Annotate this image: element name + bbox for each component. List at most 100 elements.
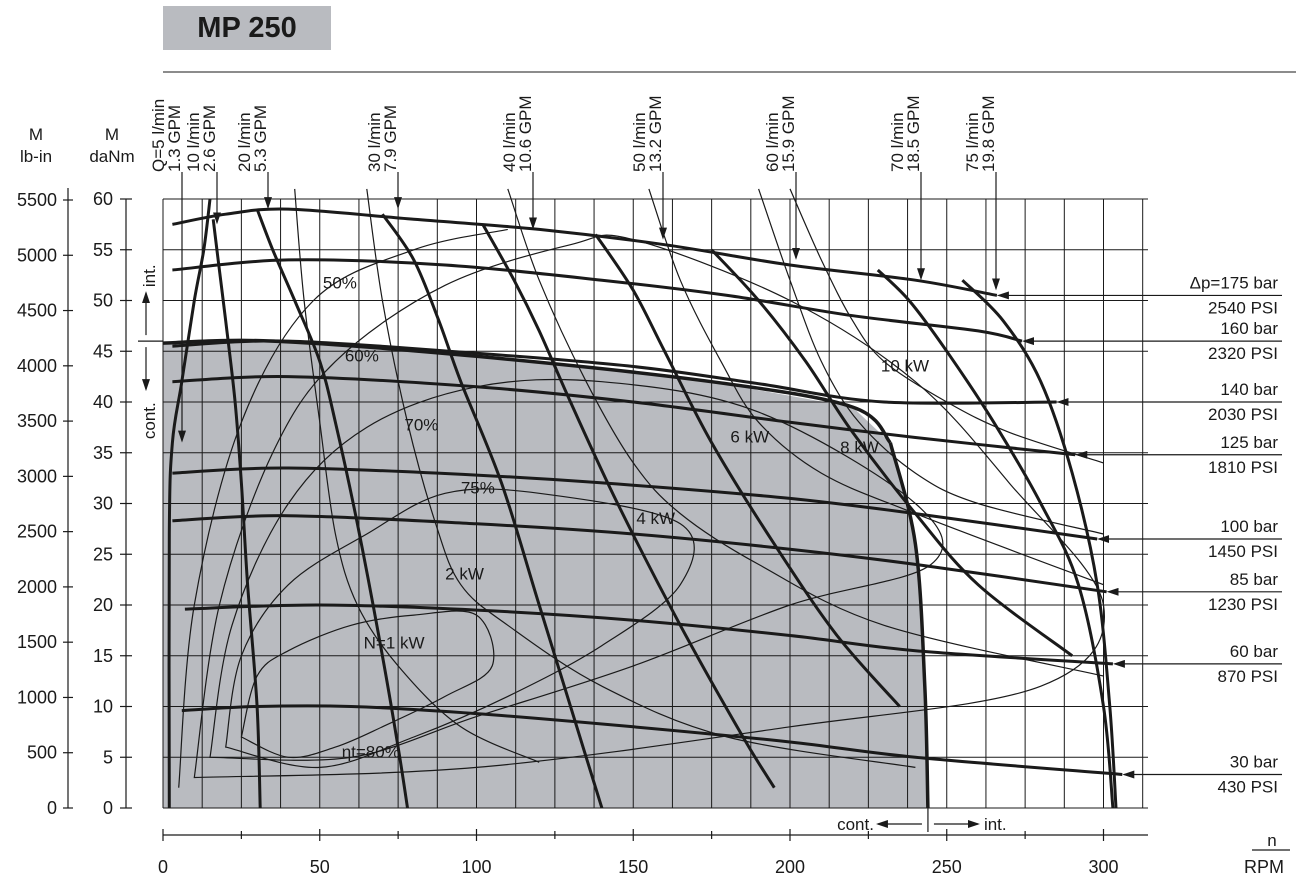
power-curve [507,188,1104,677]
flow-label-gpm: 2.6 GPM [200,105,219,172]
y-outer-tick-label: 0 [47,798,57,818]
pressure-curve [172,339,1057,405]
efficiency-label: 70% [404,415,438,434]
y-inner-tick-label: 30 [93,494,113,514]
x-tick-label: 100 [461,857,491,877]
flow-curve [961,279,1118,809]
power-curve [758,188,1104,535]
pressure-label-psi: 1810 PSI [1208,458,1278,477]
power-label: 4 kW [636,509,675,528]
y-inner-tick-label: 5 [103,747,113,767]
y-outer-tick-label: 2500 [17,522,57,542]
flow-curve [710,248,1074,657]
pressure-label-psi: 1450 PSI [1208,542,1278,561]
flow-curve [381,213,604,809]
y-outer-tick-label: 5000 [17,245,57,265]
flow-label-gpm: 10.6 GPM [516,95,535,172]
pressure-label-psi: 2030 PSI [1208,405,1278,424]
power-curve [789,188,1104,464]
flow-label-lmin: 70 l/min [888,112,907,172]
flow-curve [255,208,409,809]
flow-curve [167,198,212,809]
pressure-label-psi: 2320 PSI [1208,344,1278,363]
speed-int-label: int. [984,815,1007,834]
continuous-region [163,341,928,808]
pressure-label-psi: 1230 PSI [1208,595,1278,614]
y-inner-tick-label: 20 [93,595,113,615]
x-tick-label: 0 [158,857,168,877]
pressure-label-bar: 160 bar [1220,319,1278,338]
power-label: 10 kW [881,357,929,376]
efficiency-curve [193,234,1105,779]
flow-curve [481,223,776,789]
chart-title-box: MP 250 [163,6,331,50]
pressure-label-bar: 30 bar [1230,753,1279,772]
power-label: 6 kW [730,428,769,447]
x-axis-label-n: n [1267,831,1276,850]
y-outer-label-m: M [29,125,43,144]
efficiency-curve [225,488,695,769]
flow-label-gpm: 13.2 GPM [646,95,665,172]
y-outer-label-lbin: lb-in [20,147,52,166]
y-inner-tick-label: 40 [93,392,113,412]
pressure-label-bar: 100 bar [1220,517,1278,536]
flow-curve [594,233,901,708]
efficiency-label: 60% [345,346,379,365]
x-tick-label: 250 [932,857,962,877]
y-inner-tick-label: 10 [93,697,113,717]
torque-int-label: int. [140,264,159,287]
y-outer-tick-label: 500 [27,743,57,763]
x-axis-label-rpm: RPM [1244,857,1284,877]
y-inner-tick-label: 60 [93,189,113,209]
flow-curve [211,219,262,809]
efficiency-curve [178,228,508,788]
y-outer-tick-label: 1000 [17,687,57,707]
power-label: 8 kW [840,438,879,457]
pressure-curve [172,258,1023,343]
y-inner-tick-label: 15 [93,646,113,666]
y-outer-tick-label: 4000 [17,356,57,376]
y-outer-tick-label: 3500 [17,411,57,431]
x-tick-label: 300 [1088,857,1118,877]
x-tick-label: 50 [310,857,330,877]
y-outer-tick-label: 2000 [17,577,57,597]
y-outer-tick-label: 3000 [17,466,57,486]
flow-label-lmin: 30 l/min [365,112,384,172]
efficiency-curve [240,610,495,759]
pressure-curve [172,375,1076,457]
pressure-label-bar: 60 bar [1230,642,1279,661]
pressure-curve [181,704,1123,776]
flow-label-lmin: 10 l/min [184,112,203,172]
flow-label-lmin: 40 l/min [500,112,519,172]
y-inner-tick-label: 35 [93,443,113,463]
y-inner-tick-label: 0 [103,798,113,818]
pressure-label-bar: Δp=175 bar [1190,273,1279,292]
y-inner-tick-label: 50 [93,291,113,311]
flow-label-gpm: 18.5 GPM [904,95,923,172]
x-tick-label: 200 [775,857,805,877]
y-inner-label-danm: daNm [89,147,134,166]
pressure-label-psi: 870 PSI [1218,667,1279,686]
y-inner-tick-label: 55 [93,240,113,260]
flow-label-lmin: 50 l/min [630,112,649,172]
power-label: 2 kW [445,565,484,584]
power-label: N=1 kW [364,634,425,653]
flow-label-lmin: 75 l/min [963,112,982,172]
y-inner-tick-label: 45 [93,341,113,361]
flow-label-lmin: 20 l/min [235,112,254,172]
pressure-label-psi: 2540 PSI [1208,298,1278,317]
flow-label-lmin: Q=5 l/min [149,99,168,172]
flow-curve [876,268,1115,809]
y-outer-tick-label: 4500 [17,301,57,321]
flow-label-lmin: 60 l/min [763,112,782,172]
pressure-label-bar: 140 bar [1220,380,1278,399]
flow-label-gpm: 15.9 GPM [779,95,798,172]
power-curve [648,188,1104,586]
speed-cont-label: cont. [837,815,874,834]
pressure-curve [184,603,1114,666]
efficiency-label: 75% [461,478,495,497]
efficiency-curve [209,378,944,761]
efficiency-label: 50% [323,273,357,292]
y-inner-tick-label: 25 [93,544,113,564]
